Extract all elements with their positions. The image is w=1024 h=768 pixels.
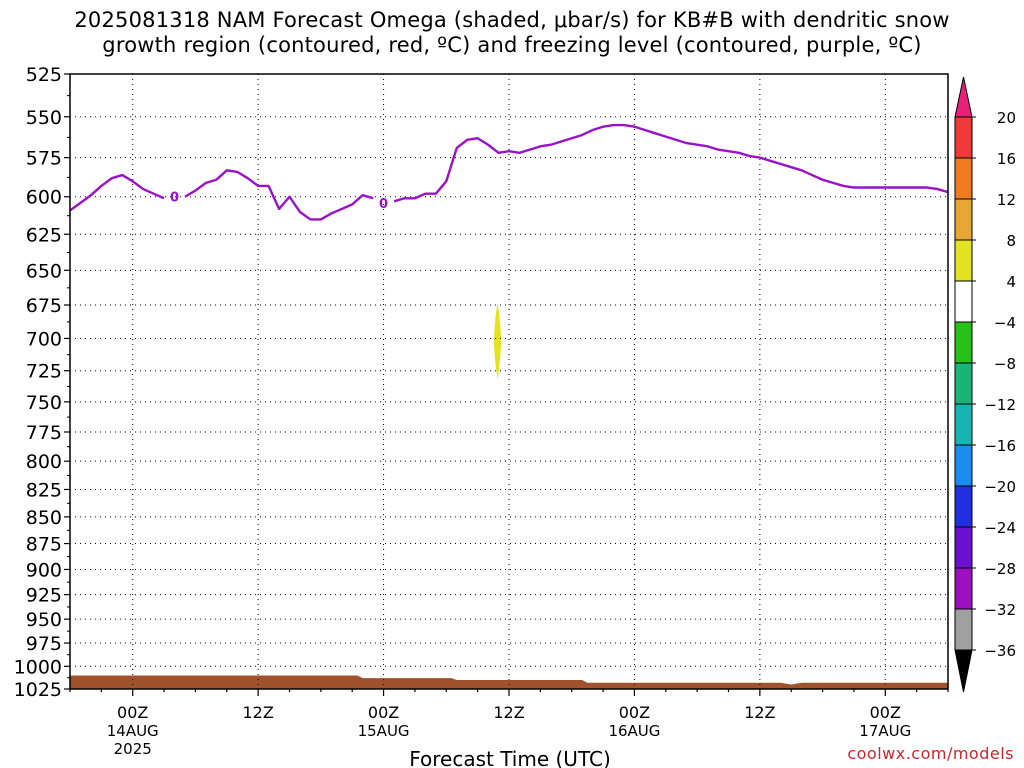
colorbar-label-7: −12	[984, 396, 1016, 414]
x-tick-label-60: 12Z	[493, 703, 524, 722]
colorbar-label-12: −32	[984, 601, 1016, 619]
y-tick-label-725: 725	[26, 361, 62, 383]
freezing-level-line-0	[69, 173, 165, 212]
colorbar-label-2: 12	[997, 191, 1016, 209]
x-tick-sublabel-48-0: 15AUG	[358, 722, 410, 740]
colorbar-band-4	[954, 280, 973, 323]
colorbar-label-4: 4	[1006, 273, 1016, 291]
y-tick-label-600: 600	[26, 187, 62, 209]
freezing-level-line-2	[393, 123, 949, 203]
colorbar-label-6: −8	[994, 355, 1016, 373]
colorbar-label-3: 8	[1006, 232, 1016, 250]
colorbar-top-arrow	[954, 76, 973, 118]
axes: 525 550 575 600 625 650 675 700 725 750 775 800 825 8…	[14, 64, 949, 758]
terrain-fill	[70, 675, 948, 689]
colorbar-band-10	[954, 526, 973, 569]
colorbar-label-8: −16	[984, 437, 1016, 455]
x-tick-label-36: 12Z	[242, 703, 273, 722]
y-tick-label-950: 950	[26, 609, 62, 631]
x-axis-label: Forecast Time (UTC)	[409, 747, 611, 768]
colorbar-band-5	[954, 321, 973, 364]
x-tick-sublabel-24-0: 14AUG	[107, 722, 159, 740]
y-tick-label-800: 800	[26, 451, 62, 473]
y-tick-label-525: 525	[26, 64, 62, 86]
x-tick-label-72: 00Z	[619, 703, 650, 722]
colorbar-label-1: 16	[997, 150, 1016, 168]
colorbar-band-3	[954, 239, 973, 282]
plot-frame	[69, 73, 949, 690]
y-tick-label-625: 625	[26, 224, 62, 246]
y-tick-label-575: 575	[26, 148, 62, 170]
y-tick-label-900: 900	[26, 559, 62, 581]
y-tick-label-675: 675	[26, 295, 62, 317]
colorbar-band-11	[954, 567, 973, 610]
chart-title-line1: 2025081318 NAM Forecast Omega (shaded, μ…	[74, 8, 950, 32]
x-tick-sublabel-24-1: 2025	[114, 740, 152, 758]
colorbar-band-6	[954, 362, 973, 405]
colorbar-band-0	[954, 116, 973, 159]
x-tick-sublabel-72-0: 16AUG	[608, 722, 660, 740]
omega-shading-0	[494, 302, 502, 380]
y-tick-label-925: 925	[26, 585, 62, 607]
colorbar-label-10: −24	[984, 519, 1016, 537]
x-tick-label-96: 00Z	[870, 703, 901, 722]
y-tick-label-975: 975	[26, 633, 62, 655]
y-tick-label-875: 875	[26, 534, 62, 556]
y-tick-label-850: 850	[26, 507, 62, 529]
colorbar-label-11: −28	[984, 560, 1016, 578]
chart-title-line2: growth region (contoured, red, ºC) and f…	[102, 33, 922, 57]
y-tick-label-750: 750	[26, 392, 62, 414]
y-tick-label-1025: 1025	[14, 679, 62, 701]
colorbar-label-9: −20	[984, 478, 1016, 496]
y-tick-label-650: 650	[26, 260, 62, 282]
chart-title: 2025081318 NAM Forecast Omega (shaded, μ…	[0, 8, 1024, 58]
y-tick-label-700: 700	[26, 328, 62, 350]
y-tick-label-825: 825	[26, 479, 62, 501]
colorbar-band-7	[954, 403, 973, 446]
y-tick-label-550: 550	[26, 107, 62, 129]
x-tick-label-84: 12Z	[744, 703, 775, 722]
y-tick-label-775: 775	[26, 422, 62, 444]
colorbar-label-13: −36	[984, 642, 1016, 660]
colorbar: 20 16 12 8 4 −4 −8 −12 −16 −20 −24 −28 −32 −36	[954, 76, 1016, 693]
x-tick-label-48: 00Z	[368, 703, 399, 722]
colorbar-band-2	[954, 198, 973, 241]
x-tick-label-24: 00Z	[117, 703, 148, 722]
colorbar-band-8	[954, 444, 973, 487]
credit-text: coolwx.com/models	[847, 744, 1014, 763]
freezing-level-line-1	[184, 169, 374, 221]
colorbar-bottom-arrow	[954, 649, 973, 693]
colorbar-band-1	[954, 157, 973, 200]
freezing-level-label-1: 0	[379, 197, 388, 212]
colorbar-label-5: −4	[994, 314, 1016, 332]
colorbar-band-12	[954, 608, 973, 651]
colorbar-band-9	[954, 485, 973, 528]
y-tick-label-1000: 1000	[14, 656, 62, 678]
x-tick-sublabel-96-0: 17AUG	[859, 722, 911, 740]
colorbar-label-0: 20	[997, 109, 1016, 127]
freezing-level-label-0: 0	[170, 191, 179, 206]
